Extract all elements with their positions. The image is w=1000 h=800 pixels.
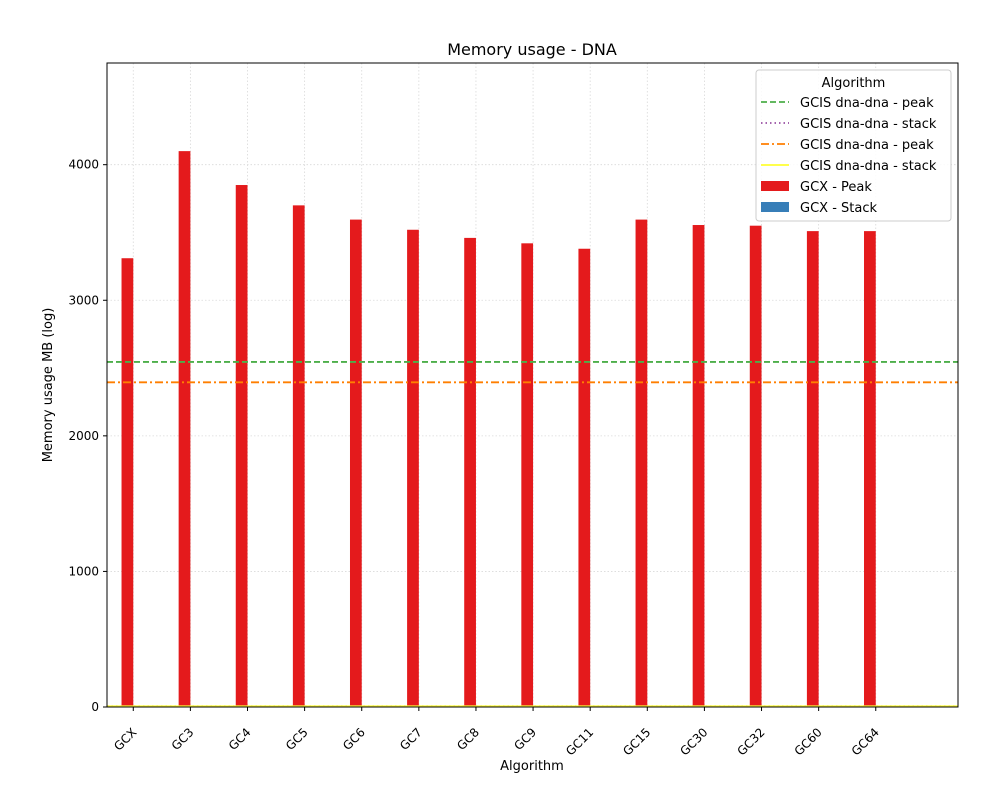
y-tick-label-1: 1000 xyxy=(68,564,99,578)
x-tick-label-10: GC30 xyxy=(677,725,710,758)
legend-box xyxy=(755,69,952,222)
x-tick-label-3: GC5 xyxy=(283,725,311,753)
legend-swatch-4 xyxy=(761,181,789,191)
bar-peak-gc4 xyxy=(235,185,248,707)
legend-title: Algorithm xyxy=(822,76,886,91)
x-tick-label-11: GC32 xyxy=(734,725,767,758)
x-tick-label-2: GC4 xyxy=(226,725,254,753)
x-tick-label-13: GC64 xyxy=(849,725,882,758)
x-axis-label: Algorithm xyxy=(500,759,564,774)
legend: Algorithm GCIS dna-dna - peak GCIS dna-dna… xyxy=(755,69,952,222)
bar-peak-gcx xyxy=(121,258,134,707)
bar-peak-gc15 xyxy=(635,219,648,707)
x-tick-label-5: GC7 xyxy=(397,725,425,753)
x-tick-label-12: GC60 xyxy=(792,725,825,758)
reference-lines-group xyxy=(107,361,958,708)
legend-label-4: GCX - Peak xyxy=(800,180,872,195)
bar-peak-gc30 xyxy=(692,225,705,707)
bar-peak-gc6 xyxy=(349,219,362,707)
plot-frame xyxy=(106,62,959,708)
x-tick-label-8: GC11 xyxy=(563,725,596,758)
x-tick-label-0: GCX xyxy=(111,725,139,753)
bar-peak-gc7 xyxy=(407,229,419,708)
legend-label-5: GCX - Stack xyxy=(800,201,877,216)
y-tick-label-3: 3000 xyxy=(68,293,99,307)
y-axis-ticks: 0 1000 2000 3000 4000 xyxy=(68,158,107,714)
bar-peak-gc64 xyxy=(864,231,876,707)
bar-peak-gc5 xyxy=(292,205,305,707)
y-axis-label: Memory usage MB (log) xyxy=(41,308,56,463)
bar-peak-gc8 xyxy=(464,237,476,707)
bar-peak-gc3 xyxy=(178,151,191,707)
x-tick-label-7: GC9 xyxy=(511,725,539,753)
y-tick-label-2: 2000 xyxy=(68,429,99,443)
x-tick-label-6: GC8 xyxy=(454,725,482,753)
legend-label-3: GCIS dna-dna - stack xyxy=(800,159,937,174)
legend-label-0: GCIS dna-dna - peak xyxy=(800,96,934,111)
y-tick-label-4: 4000 xyxy=(68,158,99,172)
legend-swatch-5 xyxy=(761,202,789,212)
legend-label-1: GCIS dna-dna - stack xyxy=(800,117,937,132)
bar-peak-gc32 xyxy=(749,225,762,707)
bar-peak-gc11 xyxy=(578,248,591,707)
bars-group xyxy=(121,151,888,708)
y-tick-label-0: 0 xyxy=(91,700,99,714)
x-axis-ticks: GCX GC3 GC4 GC5 GC6 GC7 GC8 GC9 GC11 GC15 GC30 GC32… xyxy=(111,707,882,758)
x-tick-label-9: GC15 xyxy=(620,725,653,758)
chart-title: Memory usage - DNA xyxy=(447,40,617,59)
legend-label-2: GCIS dna-dna - peak xyxy=(800,138,934,153)
x-tick-label-1: GC3 xyxy=(169,725,197,753)
x-tick-label-4: GC6 xyxy=(340,725,368,753)
bar-peak-gc60 xyxy=(806,231,819,707)
bar-peak-gc9 xyxy=(521,243,534,707)
